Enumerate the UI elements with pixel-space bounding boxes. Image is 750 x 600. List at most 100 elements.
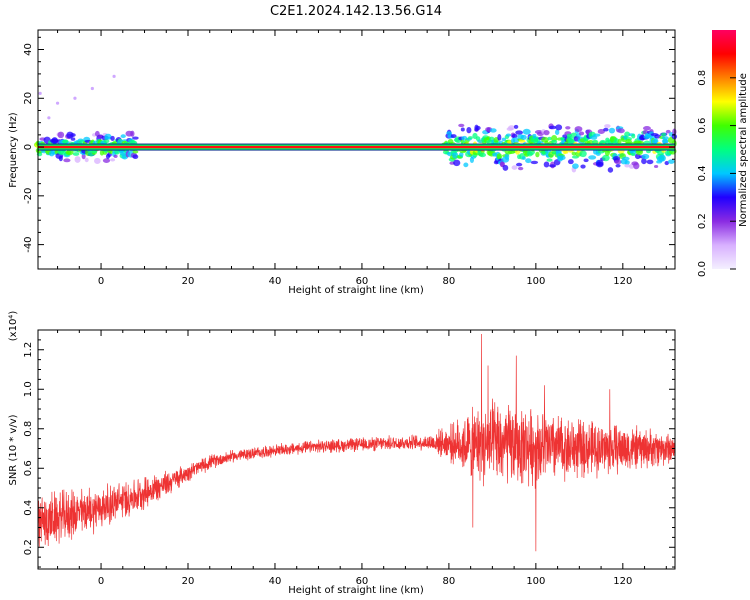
spectral-blob <box>74 156 81 163</box>
spectral-blob <box>608 127 616 134</box>
spectral-blob <box>554 129 560 135</box>
spectral-blob <box>463 162 469 168</box>
spectral-blob <box>665 129 671 134</box>
spectral-blob <box>132 154 139 160</box>
scatter-point <box>55 101 60 105</box>
spectral-blob <box>579 150 587 158</box>
spectrogram-ylabel: Frequency (Hz) <box>8 112 19 188</box>
y-tick-label: 0.6 <box>23 460 34 476</box>
spectral-blob <box>631 152 636 157</box>
colorbar-tick-label: 0.8 <box>697 70 708 86</box>
spectral-blob <box>479 152 486 158</box>
spectral-blob <box>571 151 577 156</box>
spectral-blob <box>513 124 519 129</box>
spectral-blob <box>446 131 452 135</box>
spectral-blob <box>547 136 552 141</box>
spectral-blob <box>521 156 526 160</box>
y-tick-label: 0.4 <box>23 500 34 516</box>
spectrogram-axes: 0 20 40 60 80 100 120 -40 -20 0 20 40 <box>23 29 676 287</box>
spectral-blob <box>459 152 464 157</box>
spectral-blob <box>624 160 630 165</box>
spectral-blob <box>532 133 537 138</box>
snr-xlabel: Height of straight line (km) <box>288 585 424 596</box>
spectral-blob <box>525 158 532 164</box>
spectral-blob <box>51 137 58 145</box>
spectral-blob <box>508 125 515 131</box>
x-tick-label: 0 <box>98 276 104 287</box>
spectral-blob <box>574 126 583 132</box>
spectrogram-panel: 0 20 40 60 80 100 120 -40 -20 0 20 40 Height of str… <box>8 29 678 296</box>
spectral-blob <box>497 134 502 141</box>
colorbar-ticks: 0.0 0.2 0.4 0.6 0.8 <box>697 70 736 277</box>
spectral-blob <box>543 129 550 136</box>
spectral-blob <box>63 158 71 163</box>
spectral-blob <box>130 130 135 137</box>
spectral-blob <box>466 126 472 134</box>
x-tick-label: 60 <box>356 276 369 287</box>
x-tick-label: 120 <box>613 276 632 287</box>
colorbar-tick-label: 0.0 <box>697 261 708 277</box>
spectral-blob <box>110 158 116 162</box>
spectral-blob <box>565 126 571 130</box>
spectral-blob <box>502 164 509 171</box>
spectral-blob <box>66 149 74 156</box>
spectral-blob <box>583 158 589 163</box>
spectral-blob <box>617 128 625 134</box>
spectral-blob <box>501 137 507 142</box>
x-tick-label: 80 <box>443 576 456 587</box>
colorbar-tick-label: 0.6 <box>697 118 708 134</box>
spectral-blob <box>607 167 614 173</box>
spectral-blob <box>633 162 640 170</box>
spectral-blob <box>102 158 111 163</box>
spectral-blob <box>58 155 63 162</box>
spectral-blob <box>631 133 636 139</box>
spectral-blob <box>578 131 585 136</box>
spectral-blob <box>453 159 461 167</box>
carrier-core <box>38 145 675 149</box>
y-tick-label: 20 <box>23 92 34 105</box>
spectral-blob <box>664 161 669 166</box>
spectral-blob <box>555 124 563 131</box>
spectral-blob <box>615 163 621 168</box>
x-tick-label: 0 <box>98 576 104 587</box>
spectral-blob <box>550 139 558 144</box>
colorbar: 0.0 0.2 0.4 0.6 0.8 Normalized spectral ampl… <box>697 30 749 277</box>
scatter-point <box>73 96 77 100</box>
spectral-blob <box>535 151 540 158</box>
x-tick-label: 40 <box>269 576 282 587</box>
y-tick-label: 1.2 <box>23 342 34 358</box>
y-tick-label: -20 <box>23 188 34 204</box>
spectral-blob <box>661 132 667 137</box>
spectral-blob <box>624 131 631 138</box>
spectral-blob <box>567 159 574 165</box>
snr-series-line <box>38 333 675 552</box>
spectral-blob <box>460 127 465 132</box>
spectral-blob <box>505 133 512 137</box>
spectral-blob <box>84 157 89 163</box>
colorbar-tick-label: 0.4 <box>697 165 708 181</box>
colorbar-gradient <box>712 30 736 269</box>
spectral-blob <box>642 126 651 131</box>
spectral-blob <box>94 157 101 165</box>
x-tick-label: 120 <box>613 576 632 587</box>
scatter-point <box>38 91 42 96</box>
spectral-blob <box>81 153 86 160</box>
spectral-blob <box>621 156 630 161</box>
spectrogram-data <box>34 74 678 173</box>
snr-ylabel: SNR (10 * v/v) <box>8 414 19 485</box>
spectral-blob <box>517 166 524 171</box>
snr-frame <box>37 329 676 570</box>
snr-axes: 0 20 40 60 80 100 120 0.2 0.4 0.6 0.8 1.0 1.2 <box>23 329 676 587</box>
x-tick-label: 20 <box>182 276 195 287</box>
spectral-blob <box>475 125 481 131</box>
x-tick-label: 20 <box>182 576 195 587</box>
spectral-blob <box>602 154 610 162</box>
spectral-blob <box>658 154 666 162</box>
snr-panel: 0 20 40 60 80 100 120 0.2 0.4 0.6 0.8 1.0 1.2 Height… <box>8 311 676 596</box>
y-tick-label: -40 <box>23 236 34 252</box>
spectral-blob <box>515 130 524 135</box>
y-tick-label: 0.2 <box>23 539 34 555</box>
spectral-blob <box>580 164 586 169</box>
spectral-blob <box>603 127 609 132</box>
spectral-blob <box>103 139 110 144</box>
